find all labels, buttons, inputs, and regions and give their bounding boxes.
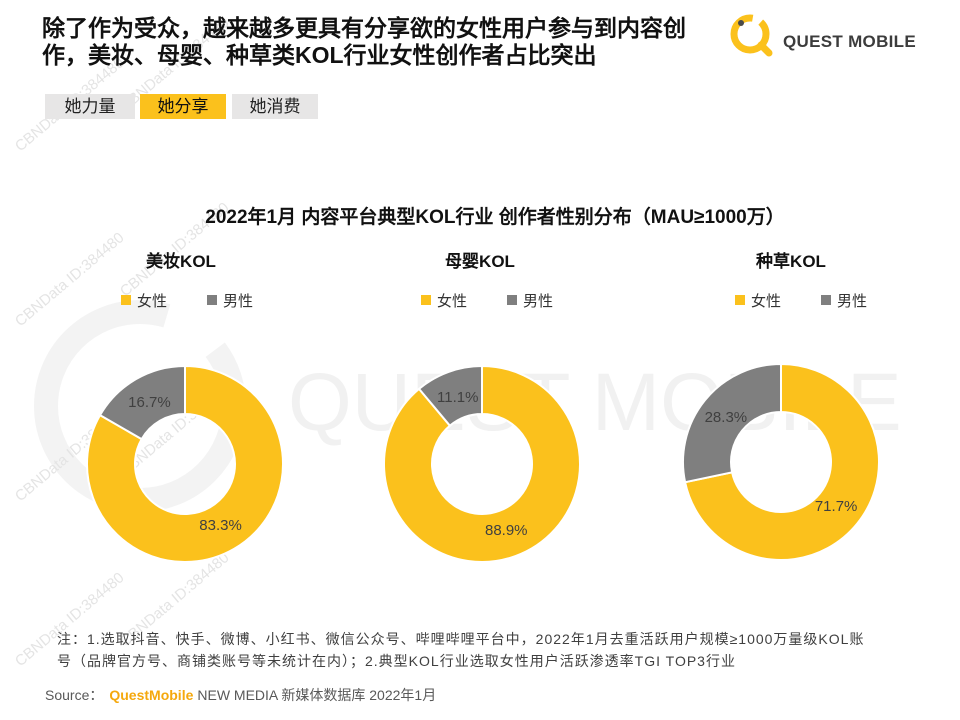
- source-text: NEW MEDIA 新媒体数据库 2022年1月: [197, 687, 437, 703]
- legend-swatch-female: [121, 295, 131, 305]
- legend-swatch-male: [507, 295, 518, 305]
- data-label-male: 16.7%: [128, 394, 171, 411]
- legend-item-female: 女性: [735, 291, 782, 310]
- chart-subtitle-meizhuang: 美妆KOL: [146, 252, 216, 271]
- legend-swatch-male: [207, 295, 218, 305]
- brand-logo: QUEST MOBILE: [726, 11, 926, 59]
- donut-chart-meizhuang: 83.3% 16.7%: [86, 364, 284, 563]
- page-title: 除了作为受众，越来越多更具有分享欲的女性用户参与到内容创 作，美妆、母婴、种草类…: [42, 15, 686, 69]
- legend-item-female: 女性: [421, 291, 468, 310]
- donut-segment-male: [682, 362, 782, 484]
- chart-legend: 女性 男性: [121, 291, 254, 310]
- data-label-male: 11.1%: [437, 389, 478, 406]
- data-label-female: 88.9%: [485, 522, 528, 539]
- legend-label-female: 女性: [751, 292, 782, 310]
- chart-subtitle-muying: 母婴KOL: [445, 252, 515, 271]
- chart-legend: 女性 男性: [421, 291, 554, 310]
- section-tabs: 她力量 她分享 她消费: [45, 94, 318, 119]
- legend-label-male: 男性: [837, 292, 868, 310]
- tab-ta-fenxiang[interactable]: 她分享: [140, 94, 226, 119]
- legend-label-female: 女性: [437, 292, 468, 310]
- footnote-line-2: 号（品牌官方号、商铺类账号等未统计在内）；2.典型KOL行业选取女性用户活跃渗透…: [57, 653, 736, 669]
- legend-label-male: 男性: [223, 292, 254, 310]
- legend-item-male: 男性: [507, 291, 554, 310]
- legend-swatch-male: [821, 295, 832, 305]
- donut-segment-female: [383, 364, 581, 563]
- donut-segment-female: [683, 362, 880, 561]
- donut-chart-zhongcao: 71.7% 28.3%: [682, 362, 880, 561]
- source-label: Source：: [45, 687, 104, 703]
- source-brand: QuestMobile: [109, 687, 194, 703]
- data-label-male: 28.3%: [705, 409, 748, 426]
- donut-chart-muying: 88.9% 11.1%: [383, 364, 581, 563]
- legend-item-male: 男性: [207, 291, 254, 310]
- legend-item-male: 男性: [821, 291, 868, 310]
- page-title-line-1: 除了作为受众，越来越多更具有分享欲的女性用户参与到内容创: [42, 15, 686, 41]
- logo-text: QUEST MOBILE: [783, 32, 916, 51]
- chart-title: 2022年1月 内容平台典型KOL行业 创作者性别分布（MAU≥1000万）: [205, 207, 785, 228]
- data-label-female: 83.3%: [199, 517, 242, 534]
- source-line: Source： QuestMobile NEW MEDIA 新媒体数据库 2022年…: [45, 685, 436, 705]
- data-label-female: 71.7%: [815, 498, 858, 515]
- page-title-line-2: 作，美妆、母婴、种草类KOL行业女性创作者占比突出: [42, 42, 597, 68]
- footnote-line-1: 注：1.选取抖音、快手、微博、小红书、微信公众号、哔哩哔哩平台中，2022年1月…: [57, 631, 865, 647]
- tab-ta-liliang[interactable]: 她力量: [45, 94, 135, 119]
- legend-label-male: 男性: [523, 292, 554, 310]
- tab-ta-xiaofei[interactable]: 她消费: [232, 94, 318, 119]
- legend-label-female: 女性: [137, 292, 168, 310]
- questmobile-q-icon: [730, 14, 773, 57]
- donut-segment-male: [98, 364, 186, 441]
- donut-segment-female: [86, 364, 284, 563]
- chart-legend: 女性 男性: [735, 291, 868, 310]
- chart-subtitle-zhongcao: 种草KOL: [756, 252, 826, 271]
- legend-item-female: 女性: [121, 291, 168, 310]
- donut-segment-male: [417, 364, 483, 428]
- legend-swatch-female: [421, 295, 431, 305]
- legend-swatch-female: [735, 295, 745, 305]
- footnote: 注：1.选取抖音、快手、微博、小红书、微信公众号、哔哩哔哩平台中，2022年1月…: [57, 628, 864, 672]
